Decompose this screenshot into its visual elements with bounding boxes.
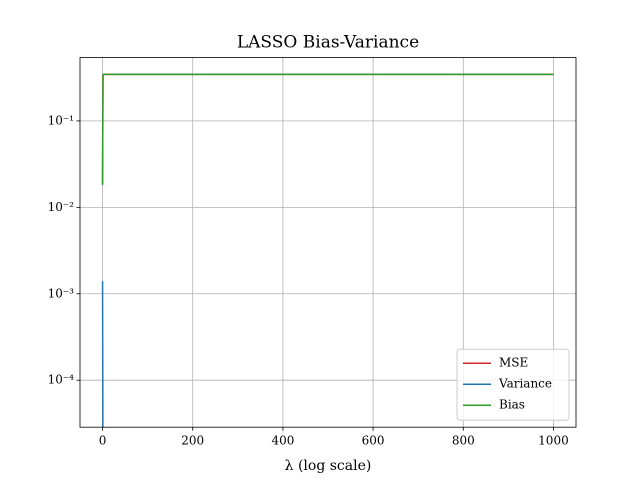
plot-area (101, 73, 554, 428)
y-tick-label: 10⁻⁴ (48, 373, 75, 387)
legend-label: Variance (498, 377, 552, 391)
y-tick-label: 10⁻³ (48, 286, 75, 300)
x-tick-label: 800 (452, 434, 475, 448)
y-tick-label: 10⁻¹ (48, 113, 74, 127)
legend-box (456, 348, 570, 421)
legend-label: MSE (499, 356, 528, 370)
x-axis-label: λ (log scale) (285, 458, 372, 474)
axes-frame (79, 57, 577, 428)
x-tick-label: 1000 (538, 434, 569, 448)
series-line (101, 73, 554, 186)
y-tick-label: 10⁻² (48, 200, 75, 214)
x-tick-label: 600 (362, 434, 385, 448)
legend-label: Bias (499, 398, 525, 412)
x-tick-label: 400 (271, 434, 294, 448)
x-tick-label: 0 (99, 434, 107, 448)
series-line (101, 73, 554, 184)
x-tick-label: 200 (181, 434, 204, 448)
chart-title: LASSO Bias-Variance (237, 33, 419, 53)
